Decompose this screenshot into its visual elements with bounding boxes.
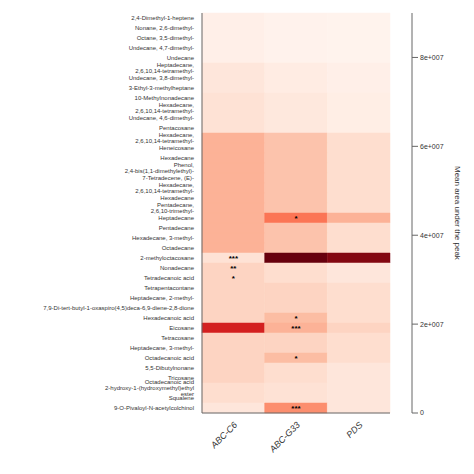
svg-text:Tetradecanoic acid: Tetradecanoic acid: [144, 275, 194, 281]
svg-text:*: *: [232, 274, 236, 283]
svg-text:PDS: PDS: [344, 420, 364, 440]
svg-text:ABC-C6: ABC-C6: [208, 420, 239, 451]
svg-text:5,5-Dibutylnonane: 5,5-Dibutylnonane: [145, 365, 194, 371]
svg-text:7-Tetradecene, (E)-: 7-Tetradecene, (E)-: [142, 175, 194, 181]
svg-text:Heptadecane: Heptadecane: [158, 215, 194, 221]
svg-text:Heptadecane, 2-methyl-: Heptadecane, 2-methyl-: [130, 295, 194, 301]
svg-text:Nonadecane: Nonadecane: [160, 265, 195, 271]
svg-text:**: **: [230, 264, 237, 273]
svg-text:Undecane, 4,7-dimethyl-: Undecane, 4,7-dimethyl-: [129, 45, 194, 51]
svg-text:Hexadecane, 3-methyl-: Hexadecane, 3-methyl-: [132, 235, 194, 241]
svg-text:Squalene: Squalene: [169, 395, 195, 401]
svg-text:6e+007: 6e+007: [420, 143, 444, 150]
svg-text:2,4-Dimethyl-1-heptene: 2,4-Dimethyl-1-heptene: [131, 15, 194, 21]
svg-text:9-O-Pivaloyl-N-acetylcolchinol: 9-O-Pivaloyl-N-acetylcolchinol: [114, 405, 194, 411]
svg-text:Tetracosane: Tetracosane: [161, 335, 194, 341]
svg-text:2e+007: 2e+007: [420, 321, 444, 328]
svg-text:Undecane: Undecane: [167, 55, 195, 61]
svg-text:10-Methylnonadecane: 10-Methylnonadecane: [135, 95, 195, 101]
svg-text:*: *: [294, 214, 298, 223]
svg-text:7,9-Di-tert-butyl-1-oxaspiro(4: 7,9-Di-tert-butyl-1-oxaspiro(4,5)deca-6,…: [43, 305, 194, 311]
svg-text:Hexadecane,2,6,10,14-tetrameth: Hexadecane,2,6,10,14-tetramethyl-: [135, 132, 194, 144]
svg-text:Hexadecane,2,6,10,14-tetrameth: Hexadecane,2,6,10,14-tetramethyl-: [135, 182, 194, 194]
svg-text:Hexadecanoic acid: Hexadecanoic acid: [143, 315, 194, 321]
svg-text:2-methyloctacosane: 2-methyloctacosane: [140, 255, 194, 261]
svg-text:***: ***: [291, 324, 301, 333]
svg-text:Tetrapentacontane: Tetrapentacontane: [144, 285, 194, 291]
svg-text:*: *: [294, 354, 298, 363]
svg-text:Nonane, 2,6-dimethyl-: Nonane, 2,6-dimethyl-: [135, 25, 194, 31]
svg-text:3-Ethyl-3-methylheptane: 3-Ethyl-3-methylheptane: [129, 85, 195, 91]
svg-text:Hexadecane: Hexadecane: [160, 195, 194, 201]
svg-text:Pentadecane,2,6,10-trimethyl-: Pentadecane,2,6,10-trimethyl-: [151, 202, 195, 214]
svg-text:Octadecanoic acid: Octadecanoic acid: [145, 355, 194, 361]
svg-text:Heptadecane,2,6,10,14-tetramet: Heptadecane,2,6,10,14-tetramethyl-: [135, 62, 194, 74]
svg-text:0: 0: [420, 409, 424, 416]
svg-text:Undecane, 4,6-dimethyl-: Undecane, 4,6-dimethyl-: [129, 115, 194, 121]
svg-text:Heneicosane: Heneicosane: [159, 145, 195, 151]
svg-text:Heptadecane, 3-methyl-: Heptadecane, 3-methyl-: [130, 345, 194, 351]
svg-text:*: *: [294, 314, 298, 323]
svg-text:Octadecane: Octadecane: [162, 245, 195, 251]
svg-text:Octane, 3,5-dimethyl-: Octane, 3,5-dimethyl-: [137, 35, 194, 41]
svg-text:Hexadecane: Hexadecane: [160, 155, 194, 161]
svg-text:Eicosane: Eicosane: [169, 325, 194, 331]
svg-text:Pentacosane: Pentacosane: [159, 125, 195, 131]
svg-text:8e+007: 8e+007: [420, 54, 444, 61]
svg-text:Undecane, 3,8-dimethyl-: Undecane, 3,8-dimethyl-: [129, 75, 194, 81]
svg-text:4e+007: 4e+007: [420, 232, 444, 239]
svg-text:***: ***: [291, 404, 301, 413]
svg-text:Pentadecane: Pentadecane: [159, 225, 195, 231]
svg-text:***: ***: [229, 254, 239, 263]
svg-text:Hexadecane,2,6,10,14-tetrameth: Hexadecane,2,6,10,14-tetramethyl-: [135, 102, 194, 114]
svg-text:ABC-G33: ABC-G33: [267, 420, 302, 455]
svg-text:Phenol,2,4-bis(1,1-dimethyleth: Phenol,2,4-bis(1,1-dimethylethyl)-: [125, 162, 195, 174]
